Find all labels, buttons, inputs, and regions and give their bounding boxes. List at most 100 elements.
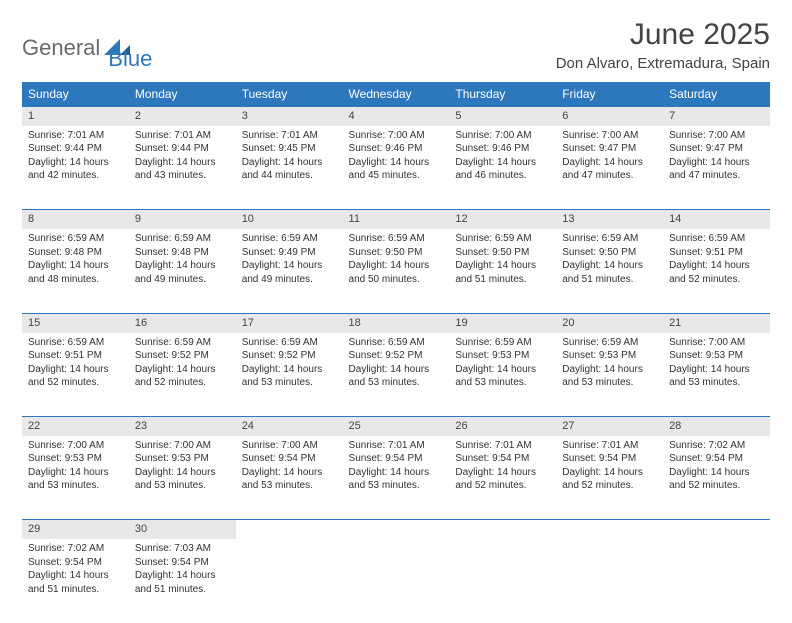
daylight-line: Daylight: 14 hours and 52 minutes. [135,363,230,390]
weekday-header: Sunday [22,82,129,107]
daylight-line: Daylight: 14 hours and 53 minutes. [455,363,550,390]
day-content-cell: Sunrise: 6:59 AMSunset: 9:53 PMDaylight:… [449,333,556,417]
day-content-cell: Sunrise: 7:00 AMSunset: 9:47 PMDaylight:… [663,126,770,210]
day-number-row: 891011121314 [22,210,770,229]
day-content-cell: Sunrise: 7:00 AMSunset: 9:46 PMDaylight:… [343,126,450,210]
day-number-row: 22232425262728 [22,417,770,436]
sunrise-line: Sunrise: 6:59 AM [562,336,657,350]
sunrise-line: Sunrise: 6:59 AM [455,232,550,246]
day-content-row: Sunrise: 7:02 AMSunset: 9:54 PMDaylight:… [22,539,770,623]
sunset-line: Sunset: 9:48 PM [135,246,230,260]
day-number-cell: 10 [236,210,343,229]
day-number-cell: 26 [449,417,556,436]
day-number-cell: 29 [22,520,129,539]
day-number-cell: 27 [556,417,663,436]
day-content-cell: Sunrise: 7:01 AMSunset: 9:54 PMDaylight:… [449,436,556,520]
daylight-line: Daylight: 14 hours and 47 minutes. [669,156,764,183]
weekday-header: Wednesday [343,82,450,107]
day-content-cell [556,539,663,623]
day-content-cell: Sunrise: 7:03 AMSunset: 9:54 PMDaylight:… [129,539,236,623]
brand-part2: Blue [108,46,152,72]
header: General Blue June 2025 Don Alvaro, Extre… [22,18,770,72]
daylight-line: Daylight: 14 hours and 51 minutes. [28,569,123,596]
day-content-cell: Sunrise: 7:00 AMSunset: 9:53 PMDaylight:… [663,333,770,417]
weekday-header-row: Sunday Monday Tuesday Wednesday Thursday… [22,82,770,107]
day-content-cell: Sunrise: 7:01 AMSunset: 9:54 PMDaylight:… [343,436,450,520]
day-number-cell: 9 [129,210,236,229]
sunset-line: Sunset: 9:50 PM [455,246,550,260]
month-title: June 2025 [556,18,770,52]
day-number-cell [663,520,770,539]
day-content-cell: Sunrise: 6:59 AMSunset: 9:49 PMDaylight:… [236,229,343,313]
day-number-cell: 18 [343,313,450,332]
day-number-row: 1234567 [22,107,770,126]
daylight-line: Daylight: 14 hours and 51 minutes. [135,569,230,596]
sunset-line: Sunset: 9:53 PM [562,349,657,363]
sunrise-line: Sunrise: 6:59 AM [349,336,444,350]
brand-logo: General Blue [22,18,152,72]
daylight-line: Daylight: 14 hours and 53 minutes. [349,466,444,493]
day-content-cell: Sunrise: 7:00 AMSunset: 9:47 PMDaylight:… [556,126,663,210]
sunrise-line: Sunrise: 6:59 AM [562,232,657,246]
daylight-line: Daylight: 14 hours and 53 minutes. [135,466,230,493]
day-number-cell: 13 [556,210,663,229]
sunset-line: Sunset: 9:49 PM [242,246,337,260]
sunrise-line: Sunrise: 6:59 AM [242,336,337,350]
sunrise-line: Sunrise: 6:59 AM [349,232,444,246]
sunrise-line: Sunrise: 7:00 AM [242,439,337,453]
daylight-line: Daylight: 14 hours and 47 minutes. [562,156,657,183]
sunrise-line: Sunrise: 7:00 AM [669,336,764,350]
day-number-cell [236,520,343,539]
sunrise-line: Sunrise: 6:59 AM [455,336,550,350]
day-content-cell: Sunrise: 7:00 AMSunset: 9:54 PMDaylight:… [236,436,343,520]
sunset-line: Sunset: 9:54 PM [455,452,550,466]
sunrise-line: Sunrise: 7:01 AM [349,439,444,453]
calendar-table: Sunday Monday Tuesday Wednesday Thursday… [22,82,770,623]
day-content-cell: Sunrise: 6:59 AMSunset: 9:52 PMDaylight:… [129,333,236,417]
day-content-row: Sunrise: 7:00 AMSunset: 9:53 PMDaylight:… [22,436,770,520]
sunrise-line: Sunrise: 7:00 AM [669,129,764,143]
day-content-cell: Sunrise: 6:59 AMSunset: 9:51 PMDaylight:… [663,229,770,313]
sunset-line: Sunset: 9:44 PM [135,142,230,156]
sunrise-line: Sunrise: 7:00 AM [349,129,444,143]
day-number-cell: 28 [663,417,770,436]
day-content-cell: Sunrise: 6:59 AMSunset: 9:50 PMDaylight:… [449,229,556,313]
daylight-line: Daylight: 14 hours and 52 minutes. [669,259,764,286]
day-number-cell: 8 [22,210,129,229]
sunrise-line: Sunrise: 7:01 AM [135,129,230,143]
day-number-cell: 21 [663,313,770,332]
day-number-row: 2930 [22,520,770,539]
daylight-line: Daylight: 14 hours and 49 minutes. [242,259,337,286]
day-content-cell [343,539,450,623]
sunrise-line: Sunrise: 6:59 AM [135,232,230,246]
daylight-line: Daylight: 14 hours and 45 minutes. [349,156,444,183]
daylight-line: Daylight: 14 hours and 53 minutes. [349,363,444,390]
day-content-cell: Sunrise: 6:59 AMSunset: 9:50 PMDaylight:… [343,229,450,313]
daylight-line: Daylight: 14 hours and 42 minutes. [28,156,123,183]
sunset-line: Sunset: 9:50 PM [349,246,444,260]
day-content-cell [449,539,556,623]
day-content-cell: Sunrise: 6:59 AMSunset: 9:48 PMDaylight:… [129,229,236,313]
day-content-cell: Sunrise: 7:00 AMSunset: 9:46 PMDaylight:… [449,126,556,210]
daylight-line: Daylight: 14 hours and 50 minutes. [349,259,444,286]
day-number-cell: 7 [663,107,770,126]
sunset-line: Sunset: 9:52 PM [135,349,230,363]
location-text: Don Alvaro, Extremadura, Spain [556,55,770,72]
daylight-line: Daylight: 14 hours and 53 minutes. [669,363,764,390]
sunset-line: Sunset: 9:44 PM [28,142,123,156]
day-content-cell: Sunrise: 7:00 AMSunset: 9:53 PMDaylight:… [129,436,236,520]
day-number-cell: 30 [129,520,236,539]
day-content-cell: Sunrise: 6:59 AMSunset: 9:48 PMDaylight:… [22,229,129,313]
sunset-line: Sunset: 9:52 PM [242,349,337,363]
sunset-line: Sunset: 9:54 PM [669,452,764,466]
sunset-line: Sunset: 9:54 PM [242,452,337,466]
day-content-cell: Sunrise: 6:59 AMSunset: 9:50 PMDaylight:… [556,229,663,313]
day-number-cell [556,520,663,539]
sunset-line: Sunset: 9:54 PM [562,452,657,466]
day-number-cell: 24 [236,417,343,436]
sunset-line: Sunset: 9:47 PM [669,142,764,156]
day-number-cell: 2 [129,107,236,126]
day-content-cell [236,539,343,623]
weekday-header: Saturday [663,82,770,107]
brand-part1: General [22,35,100,61]
